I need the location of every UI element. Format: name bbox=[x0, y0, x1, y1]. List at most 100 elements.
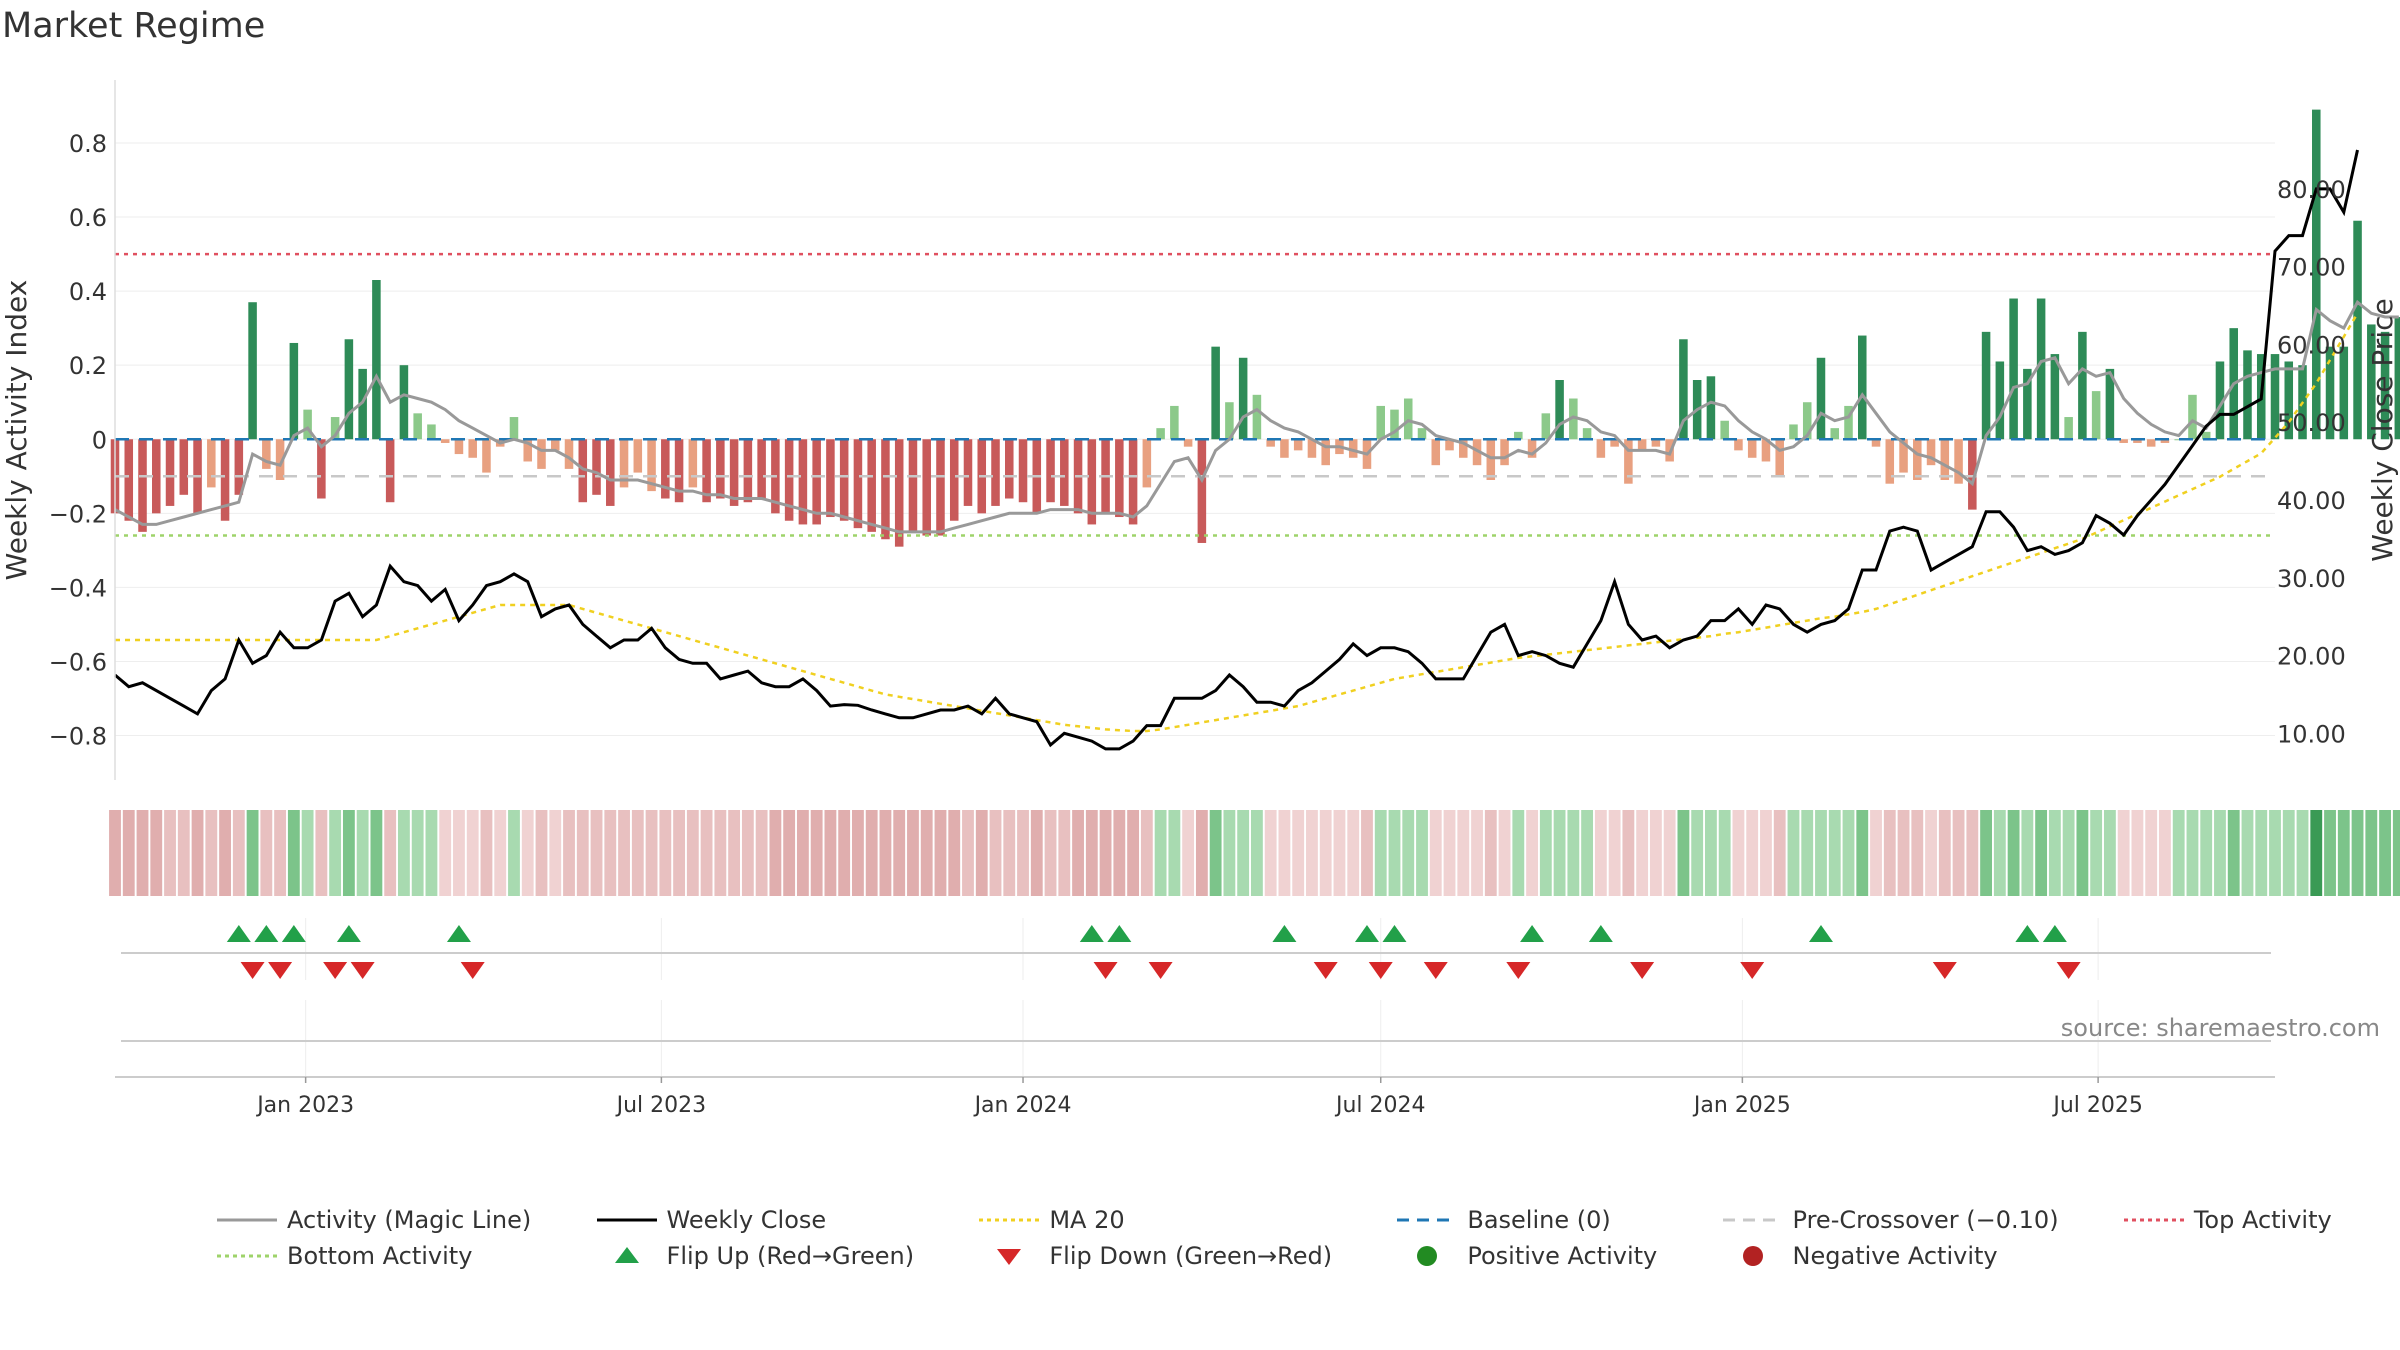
legend-label: Weekly Close bbox=[666, 1206, 827, 1234]
legend-symbol bbox=[614, 1247, 639, 1263]
activity-bar bbox=[1981, 331, 1991, 440]
activity-bar bbox=[2036, 298, 2046, 440]
regime-cell bbox=[1663, 810, 1676, 896]
y-tick-label: 0.4 bbox=[69, 278, 107, 306]
activity-bar bbox=[2133, 439, 2142, 443]
regime-cell bbox=[1773, 810, 1786, 896]
activity-bar bbox=[853, 439, 863, 529]
activity-bar bbox=[2243, 350, 2252, 440]
regime-cell bbox=[2214, 810, 2226, 896]
activity-bar bbox=[1968, 439, 1977, 510]
y2-tick-label: 20.00 bbox=[2277, 643, 2346, 671]
activity-bar bbox=[372, 280, 381, 440]
regime-cell bbox=[1594, 810, 1607, 896]
activity-bar bbox=[2064, 417, 2073, 440]
regime-cell bbox=[177, 810, 190, 896]
regime-cell bbox=[1085, 810, 1098, 896]
regime-cell bbox=[356, 810, 369, 896]
regime-cell bbox=[1883, 810, 1896, 896]
legend-symbol bbox=[217, 1254, 277, 1258]
regime-cell bbox=[783, 810, 796, 896]
activity-bar bbox=[592, 439, 601, 495]
legend-label: Flip Down (Green→Red) bbox=[1049, 1242, 1333, 1270]
y-tick-label: −0.6 bbox=[49, 648, 107, 676]
activity-bar bbox=[1321, 439, 1330, 466]
activity-bar bbox=[1225, 402, 1234, 440]
activity-bar bbox=[949, 439, 959, 521]
activity-bar bbox=[248, 302, 257, 440]
regime-cell bbox=[1140, 810, 1153, 896]
y-axis-label: Weekly Activity Index bbox=[0, 280, 33, 581]
regime-cell bbox=[1691, 810, 1704, 896]
legend-label: Positive Activity bbox=[1467, 1242, 1658, 1270]
regime-cell bbox=[1195, 810, 1208, 896]
regime-cell bbox=[287, 810, 300, 896]
regime-cell bbox=[1677, 810, 1690, 896]
regime-cell bbox=[1539, 810, 1552, 896]
activity-bar bbox=[1018, 439, 1028, 503]
legend-symbol bbox=[596, 1218, 657, 1222]
activity-bar bbox=[1459, 439, 1468, 458]
activity-bar bbox=[289, 342, 299, 440]
activity-bar bbox=[2325, 346, 2335, 440]
activity-bar bbox=[1486, 439, 1496, 480]
regime-cell bbox=[1801, 810, 1814, 896]
activity-bar bbox=[482, 439, 491, 473]
y2-tick-label: 70.00 bbox=[2277, 254, 2346, 282]
regime-cell bbox=[1388, 810, 1401, 896]
regime-cell bbox=[398, 810, 410, 896]
flip-up-marker bbox=[226, 925, 251, 942]
regime-cell bbox=[1443, 810, 1456, 896]
activity-bar bbox=[647, 439, 656, 492]
legend-symbol bbox=[979, 1218, 1040, 1222]
flip-down-marker bbox=[460, 962, 485, 979]
regime-cell bbox=[1608, 810, 1621, 896]
regime-cell bbox=[2241, 810, 2254, 896]
regime-cell bbox=[934, 810, 947, 896]
activity-bar bbox=[413, 413, 422, 440]
activity-bar bbox=[1307, 439, 1317, 458]
regime-cell bbox=[1649, 810, 1662, 896]
y-tick-label: 0 bbox=[92, 426, 107, 454]
regime-cell bbox=[260, 810, 273, 896]
activity-bar bbox=[2188, 394, 2197, 440]
activity-bar bbox=[523, 439, 533, 462]
activity-bar bbox=[2367, 324, 2376, 440]
flip-down-marker bbox=[1630, 962, 1655, 979]
regime-cell bbox=[659, 810, 672, 896]
activity-bar bbox=[1142, 439, 1152, 488]
regime-cell bbox=[1030, 810, 1043, 896]
regime-cell bbox=[274, 810, 287, 896]
regime-cell bbox=[109, 810, 121, 896]
legend-item: MA 20 bbox=[977, 1205, 1365, 1235]
activity-bar bbox=[1252, 394, 1262, 440]
regime-cell bbox=[618, 810, 630, 896]
activity-bar bbox=[1747, 439, 1757, 458]
regime-cell bbox=[2048, 810, 2061, 896]
flip-down-marker bbox=[2056, 962, 2081, 979]
regime-cell bbox=[150, 810, 163, 896]
legend-symbol bbox=[1397, 1218, 1458, 1222]
regime-cell bbox=[1127, 810, 1140, 896]
regime-cell bbox=[1471, 810, 1483, 896]
activity-bar bbox=[220, 439, 230, 521]
activity-bar bbox=[537, 439, 546, 469]
flip-up-marker bbox=[1079, 925, 1104, 942]
activity-bar bbox=[1266, 439, 1275, 447]
activity-bar bbox=[1734, 439, 1743, 451]
regime-cell bbox=[2296, 810, 2309, 896]
activity-bar bbox=[2312, 109, 2321, 440]
activity-bar bbox=[317, 439, 326, 499]
activity-bar bbox=[1954, 439, 1963, 484]
regime-cell bbox=[342, 810, 355, 896]
regime-cell bbox=[2021, 810, 2034, 896]
regime-cell bbox=[1842, 810, 1855, 896]
activity-bar bbox=[234, 439, 244, 495]
y2-tick-label: 80.00 bbox=[2277, 176, 2346, 204]
activity-bar bbox=[1403, 398, 1413, 440]
activity-bar bbox=[124, 439, 134, 521]
regime-cell bbox=[1870, 810, 1882, 896]
regime-cell bbox=[370, 810, 383, 896]
flip-down-marker bbox=[240, 962, 265, 979]
activity-bar bbox=[2160, 439, 2170, 443]
